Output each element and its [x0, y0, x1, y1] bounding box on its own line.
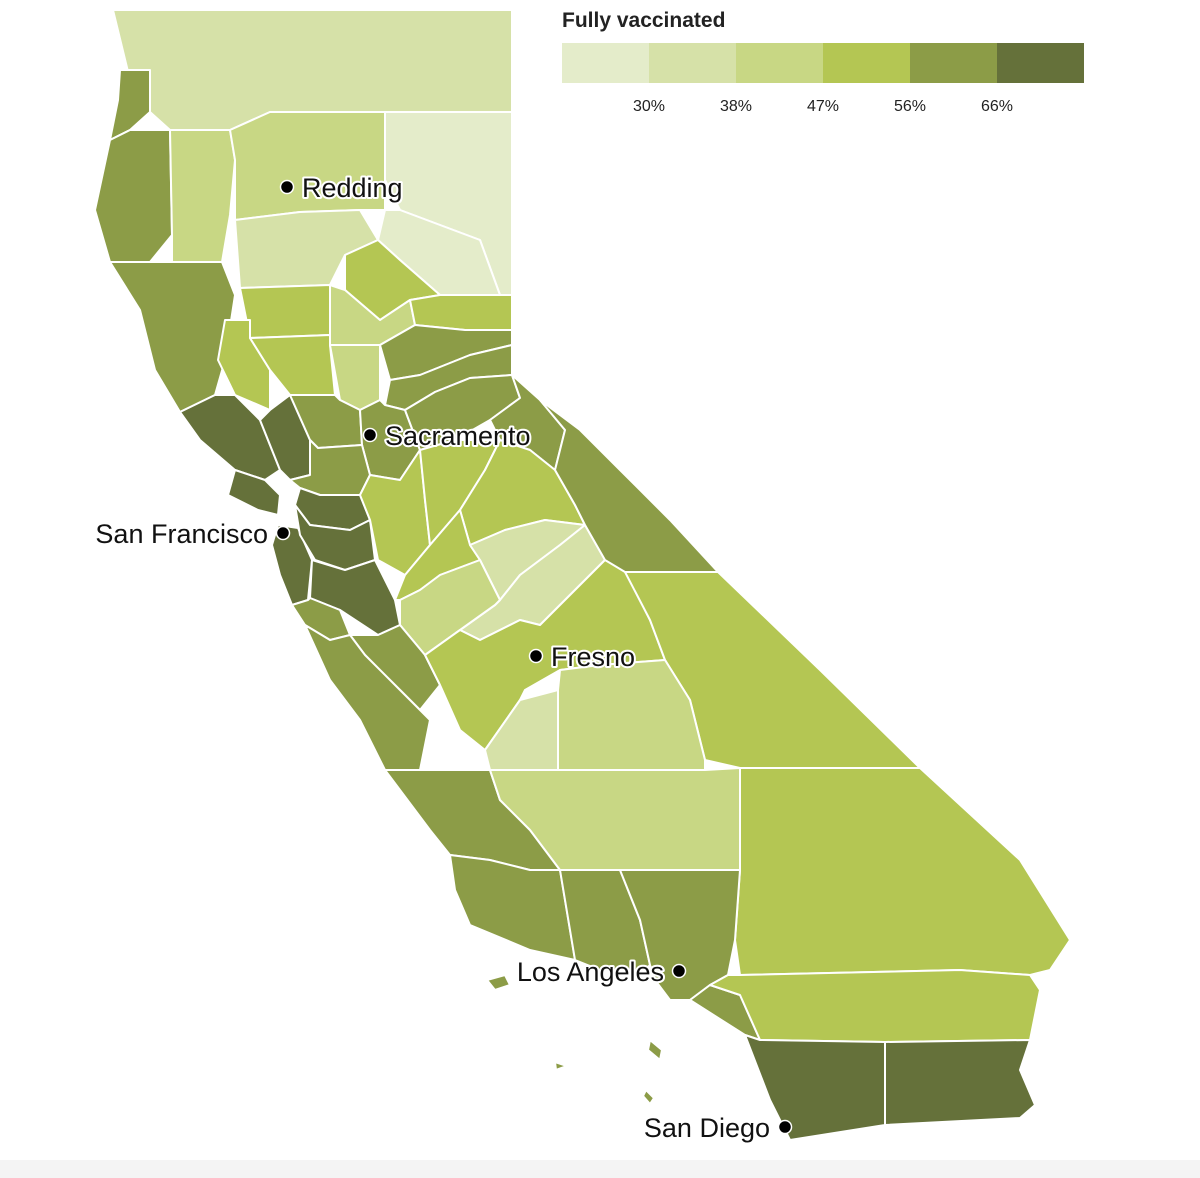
legend-swatch-2	[649, 43, 736, 83]
city-fresno: Fresno	[528, 640, 637, 674]
city-label: Los Angeles	[517, 957, 664, 987]
county-shasta[interactable]	[229, 111, 386, 221]
legend-tick-label: 66%	[981, 98, 1013, 115]
city-marker-dot	[279, 179, 295, 195]
legend-swatch-4	[823, 43, 910, 83]
legend: Fully vaccinated 30% 38% 47% 56% 66%	[562, 9, 1084, 115]
county-monterey[interactable]	[304, 624, 431, 771]
city-label: Redding	[302, 173, 403, 203]
legend-tick-label: 56%	[894, 98, 926, 115]
city-san-francisco: San Francisco	[93, 517, 291, 551]
channel-islands	[486, 974, 663, 1105]
legend-tick-label: 38%	[720, 98, 752, 115]
county-mono[interactable]	[539, 399, 719, 573]
legend-tick-labels: 30% 38% 47% 56% 66%	[633, 98, 1013, 115]
city-label: Sacramento	[385, 421, 531, 451]
legend-swatch-6	[997, 43, 1084, 83]
city-label: San Francisco	[95, 519, 268, 549]
county-riverside[interactable]	[709, 969, 1041, 1043]
county-marin[interactable]	[227, 469, 281, 516]
legend-swatch-5	[910, 43, 997, 83]
city-san-diego: San Diego	[642, 1111, 793, 1145]
city-sacramento: Sacramento	[362, 419, 533, 453]
county-imperial[interactable]	[884, 1039, 1036, 1126]
city-redding: Redding	[279, 171, 405, 205]
county-sierra[interactable]	[409, 294, 513, 331]
county-santa-barbara[interactable]	[449, 854, 576, 961]
county-inyo[interactable]	[624, 571, 921, 769]
city-marker-dot	[777, 1119, 793, 1135]
city-marker-dot	[528, 648, 544, 664]
legend-swatch-3	[736, 43, 823, 83]
city-label: San Diego	[644, 1113, 770, 1143]
county-trinity[interactable]	[169, 129, 236, 263]
county-san-bernardino[interactable]	[734, 767, 1071, 976]
county-glenn[interactable]	[239, 284, 331, 339]
city-marker-dot	[362, 427, 378, 443]
legend-swatch-1	[562, 43, 649, 83]
legend-scale	[562, 43, 1084, 83]
county-mendocino[interactable]	[109, 261, 236, 413]
legend-tick-label: 47%	[807, 98, 839, 115]
legend-title: Fully vaccinated	[562, 9, 725, 32]
city-label: Fresno	[551, 642, 635, 672]
legend-tick-label: 30%	[633, 98, 665, 115]
city-marker-dot	[275, 525, 291, 541]
city-markers: Redding Sacramento San Francisco Fresno Los …	[93, 171, 793, 1145]
county-regions	[94, 9, 1071, 1141]
county-humboldt[interactable]	[94, 129, 173, 263]
page-footer-strip	[0, 1160, 1200, 1178]
city-los-angeles: Los Angeles	[515, 955, 687, 989]
city-marker-dot	[671, 963, 687, 979]
county-lake[interactable]	[217, 319, 271, 411]
